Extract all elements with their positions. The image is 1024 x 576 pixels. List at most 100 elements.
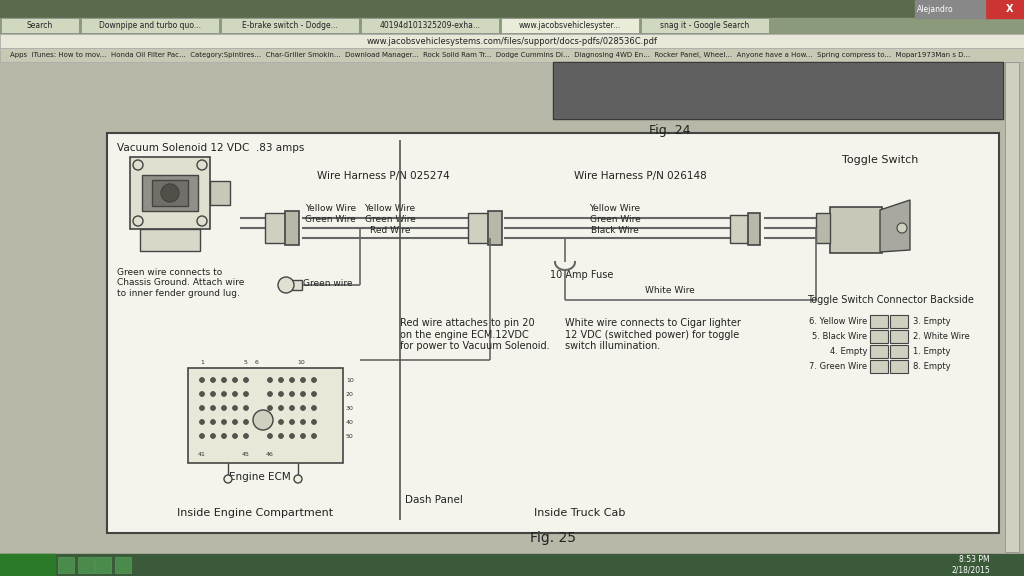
Bar (81, 18, 219, 33)
Text: Apps  iTunes: How to mov...  Honda Oil Filter Pac...  Category:Spintires...  Cha: Apps iTunes: How to mov... Honda Oil Fil… (10, 52, 971, 58)
Text: 45: 45 (242, 453, 250, 457)
Circle shape (300, 419, 305, 425)
Text: 5: 5 (244, 360, 248, 365)
Circle shape (221, 434, 226, 438)
Circle shape (244, 434, 249, 438)
Text: 8:53 PM
2/18/2015: 8:53 PM 2/18/2015 (951, 555, 990, 575)
Bar (152, 180, 188, 206)
Circle shape (221, 392, 226, 396)
Text: 40: 40 (346, 419, 354, 425)
Circle shape (244, 377, 249, 382)
Circle shape (279, 406, 284, 411)
Text: 46: 46 (266, 453, 274, 457)
Text: Green wire connects to
Chassis Ground. Attach wire
to inner fender ground lug.: Green wire connects to Chassis Ground. A… (117, 268, 245, 298)
Text: Red Wire: Red Wire (370, 226, 411, 235)
Circle shape (244, 406, 249, 411)
Circle shape (211, 419, 215, 425)
Bar (265, 213, 285, 243)
Text: Yellow Wire: Yellow Wire (365, 204, 416, 213)
Text: 6: 6 (255, 360, 259, 365)
Circle shape (897, 223, 907, 233)
Text: snag it - Google Search: snag it - Google Search (660, 21, 750, 31)
Circle shape (200, 377, 205, 382)
Circle shape (211, 392, 215, 396)
Text: Engine ECM: Engine ECM (229, 472, 291, 482)
Bar (870, 315, 888, 328)
Text: Toggle Switch: Toggle Switch (842, 155, 919, 165)
Circle shape (232, 406, 238, 411)
Text: Inside Truck Cab: Inside Truck Cab (535, 508, 626, 518)
Circle shape (200, 392, 205, 396)
Text: 6. Yellow Wire: 6. Yellow Wire (809, 317, 867, 326)
Circle shape (200, 419, 205, 425)
Bar (0, 18, 1024, 34)
Circle shape (300, 392, 305, 396)
Text: Dash Panel: Dash Panel (406, 495, 463, 505)
Text: Red wire attaches to pin 20
on the engine ECM.12VDC
for power to Vacuum Solenoid: Red wire attaches to pin 20 on the engin… (400, 318, 550, 351)
Bar (730, 215, 748, 243)
Circle shape (279, 419, 284, 425)
Text: 7. Green Wire: 7. Green Wire (809, 362, 867, 371)
Circle shape (232, 392, 238, 396)
Text: Wire Harness P/N 026148: Wire Harness P/N 026148 (573, 171, 707, 181)
Bar (0, 48, 1024, 62)
Circle shape (253, 410, 273, 430)
Text: 50: 50 (346, 434, 353, 438)
Circle shape (290, 377, 295, 382)
Circle shape (221, 406, 226, 411)
Text: Fig. 25: Fig. 25 (530, 531, 575, 545)
Circle shape (244, 419, 249, 425)
Bar (0, 554, 55, 576)
Text: E-brake switch - Dodge...: E-brake switch - Dodge... (242, 21, 338, 31)
Bar (553, 62, 1002, 119)
Bar (748, 213, 760, 245)
Bar (890, 315, 908, 328)
Circle shape (221, 377, 226, 382)
Circle shape (161, 184, 179, 202)
Circle shape (279, 392, 284, 396)
Bar (890, 330, 908, 343)
Text: 1. Empty: 1. Empty (913, 347, 950, 356)
Text: 30: 30 (346, 406, 354, 411)
Circle shape (311, 434, 316, 438)
Circle shape (294, 475, 302, 483)
Text: 20: 20 (346, 392, 354, 396)
Bar (553, 62, 1002, 119)
Bar (286, 280, 302, 290)
Bar (985, 0, 1024, 18)
Circle shape (267, 377, 272, 382)
Bar (210, 181, 230, 205)
Bar (78, 557, 94, 573)
Bar (106, 133, 999, 533)
Circle shape (267, 434, 272, 438)
Text: Green Wire: Green Wire (590, 215, 640, 224)
Text: 8. Empty: 8. Empty (913, 362, 950, 371)
Circle shape (244, 392, 249, 396)
Text: www.jacobsvehiclesyster...: www.jacobsvehiclesyster... (519, 21, 622, 31)
Circle shape (300, 377, 305, 382)
Circle shape (232, 434, 238, 438)
Circle shape (300, 434, 305, 438)
Circle shape (232, 377, 238, 382)
Text: Black Wire: Black Wire (591, 226, 639, 235)
Text: Yellow Wire: Yellow Wire (305, 204, 356, 213)
Bar (142, 175, 198, 211)
Bar (915, 0, 950, 18)
Bar (870, 360, 888, 373)
Circle shape (290, 419, 295, 425)
Circle shape (200, 406, 205, 411)
Text: Inside Engine Compartment: Inside Engine Compartment (177, 508, 333, 518)
Circle shape (311, 377, 316, 382)
Text: X: X (1007, 4, 1014, 14)
Bar (1, 18, 79, 33)
Text: White wire connects to Cigar lighter
12 VDC (switched power) for toggle
switch i: White wire connects to Cigar lighter 12 … (565, 318, 741, 351)
Bar (890, 360, 908, 373)
Bar (115, 557, 131, 573)
Text: 2. White Wire: 2. White Wire (913, 332, 970, 341)
Text: 41: 41 (198, 453, 206, 457)
Bar (468, 213, 488, 243)
Circle shape (267, 419, 272, 425)
Text: 5. Black Wire: 5. Black Wire (812, 332, 867, 341)
Bar (870, 330, 888, 343)
Text: 10 Amp Fuse: 10 Amp Fuse (550, 270, 613, 280)
